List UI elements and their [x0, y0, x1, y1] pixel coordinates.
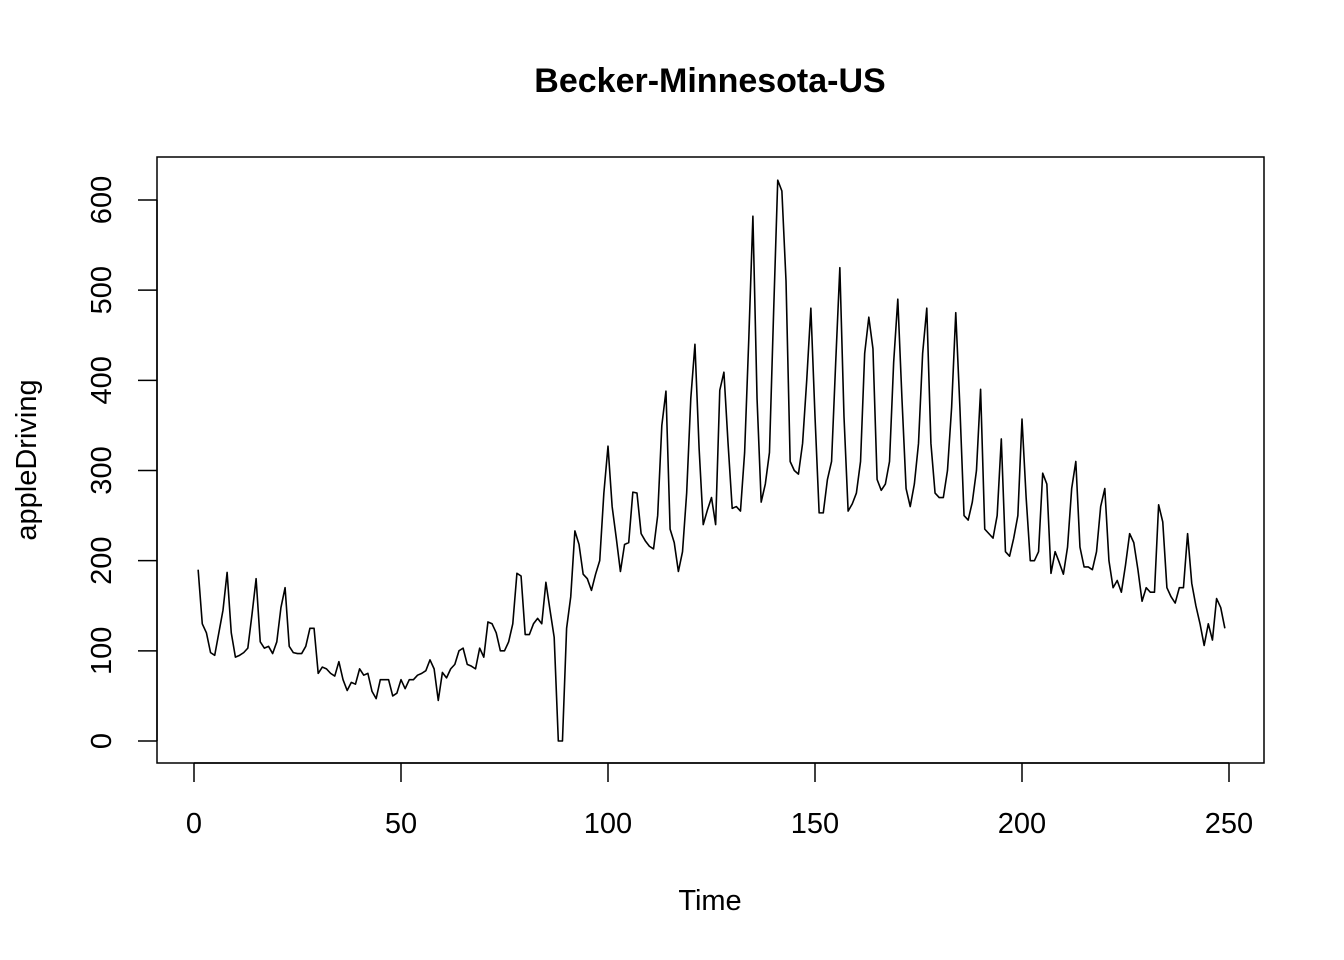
y-tick-label: 300 [86, 446, 118, 494]
x-tick-label: 150 [791, 808, 839, 840]
y-tick-label: 0 [86, 733, 118, 749]
x-axis: 0 50 100 150 200 250 [186, 762, 1253, 840]
series-layer [197, 179, 1226, 742]
y-tick-label: 600 [86, 176, 118, 224]
x-tick-label: 0 [186, 808, 202, 840]
y-axis-label: appleDriving [11, 379, 43, 540]
x-tick-label: 100 [584, 808, 632, 840]
y-tick-label: 100 [86, 627, 118, 675]
x-tick-label: 200 [998, 808, 1046, 840]
chart-title: Becker-Minnesota-US [534, 62, 885, 100]
plot-frame [156, 156, 1265, 764]
x-tick-label: 50 [385, 808, 417, 840]
y-axis: 0 100 200 300 400 500 600 [86, 176, 158, 749]
y-tick-label: 400 [86, 356, 118, 404]
y-tick-label: 200 [86, 536, 118, 584]
x-axis-label: Time [678, 885, 741, 917]
x-tick-label: 250 [1205, 808, 1253, 840]
y-tick-label: 500 [86, 266, 118, 314]
series-line [197, 179, 1226, 742]
